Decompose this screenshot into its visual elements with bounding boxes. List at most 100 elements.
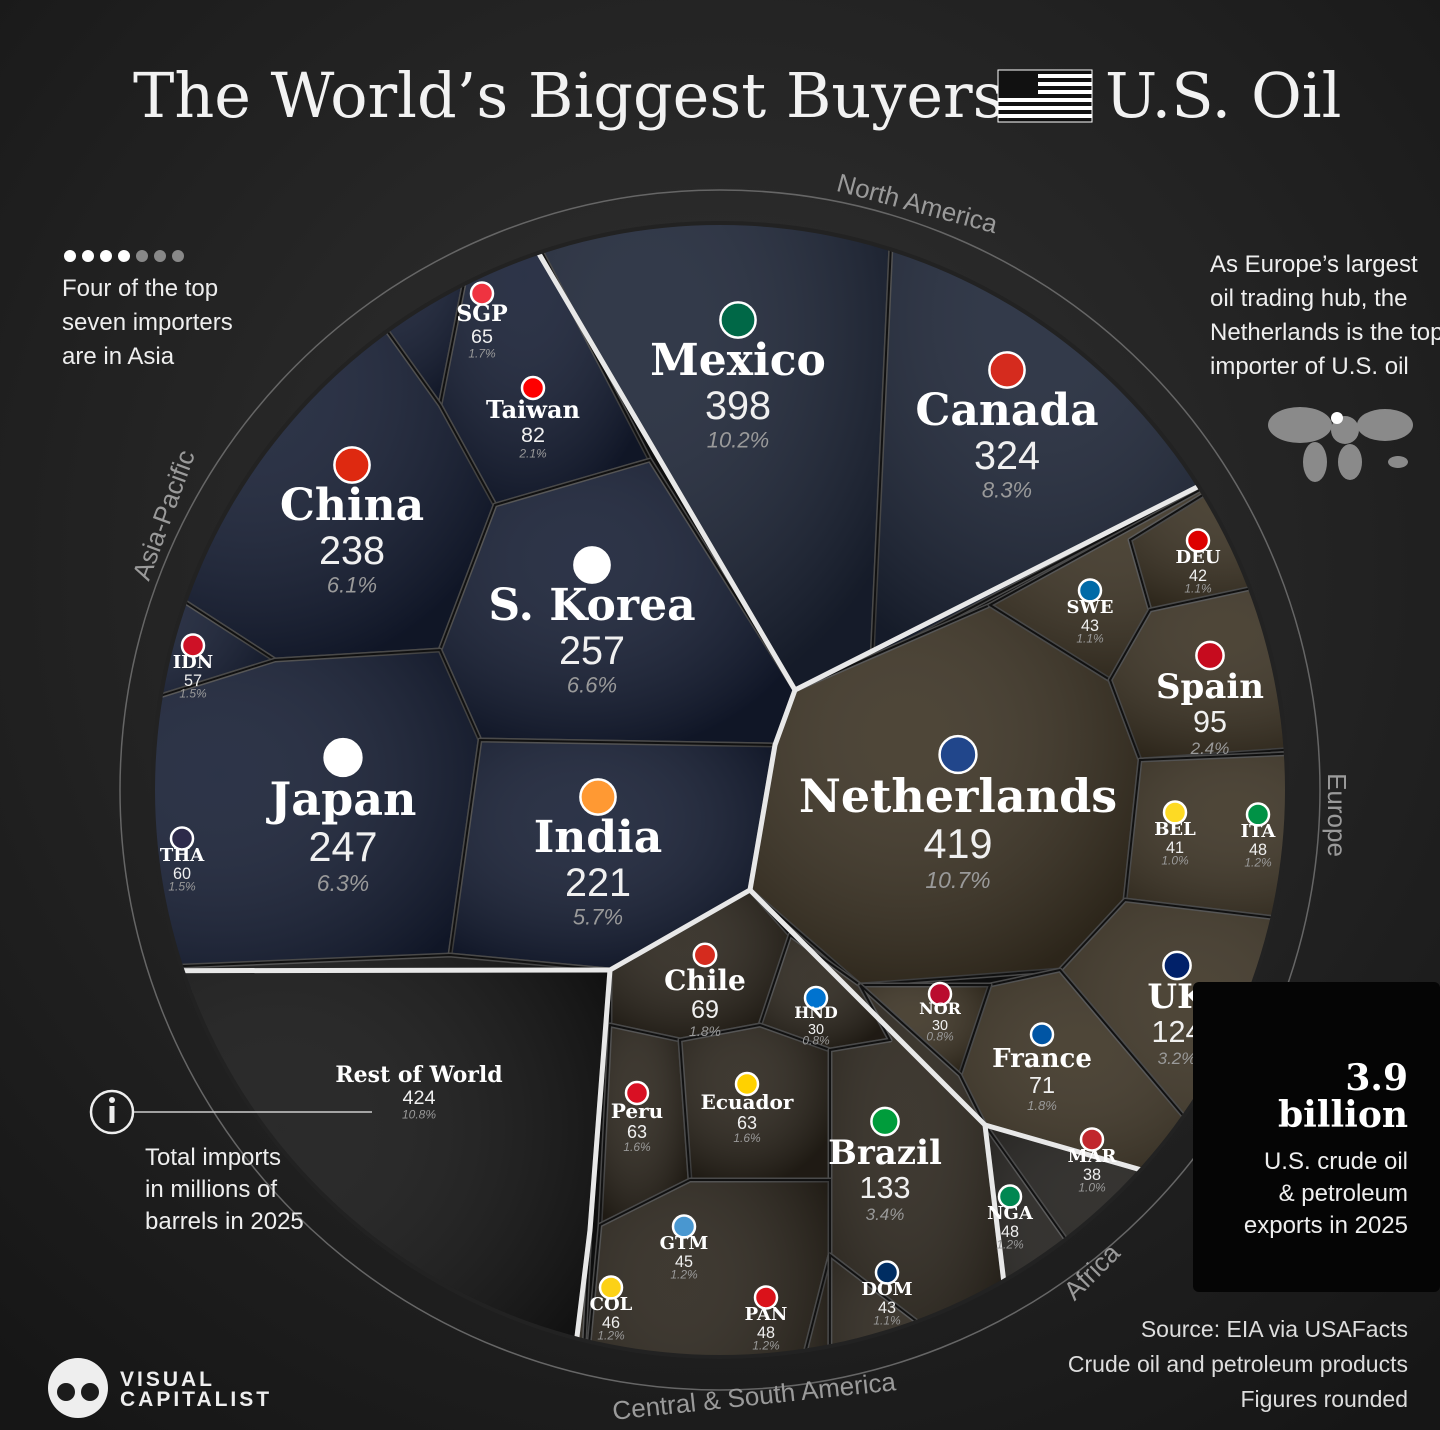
asia-note: are in Asia (62, 343, 175, 370)
country-share: 1.1% (1076, 632, 1104, 646)
flag (1162, 800, 1188, 825)
flag (927, 981, 953, 1007)
source: Source: EIA via USAFacts (1141, 1316, 1408, 1342)
country-share: 1.6% (733, 1131, 761, 1145)
flag (1079, 1127, 1105, 1152)
country-value: 95 (1193, 705, 1227, 739)
legend-note: in millions of (145, 1176, 277, 1203)
country-value: 45 (675, 1253, 693, 1271)
flag (692, 942, 718, 968)
flag (734, 1071, 760, 1097)
country-value: 324 (974, 434, 1040, 478)
country-value: 43 (878, 1299, 896, 1317)
flag (803, 985, 829, 1011)
country-value: 57 (184, 672, 202, 690)
flag (169, 826, 195, 851)
country-value: 48 (1249, 841, 1267, 859)
country-value: 257 (559, 629, 625, 673)
country-value: 133 (859, 1171, 910, 1205)
country-name: HND (794, 1003, 838, 1022)
region-border (587, 967, 613, 1233)
country-share: 0.8% (802, 1033, 830, 1047)
country-share: 1.7% (468, 346, 496, 360)
total-box (1193, 982, 1440, 1292)
country-share: 10.8% (402, 1107, 436, 1121)
country-name: DEU (1175, 547, 1220, 568)
title-suffix: U.S. Oil (1105, 59, 1341, 132)
flag (598, 1275, 624, 1300)
legend-note: Total imports (145, 1144, 281, 1171)
country-share: 10.7% (925, 867, 990, 893)
country-name: SWE (1067, 597, 1114, 618)
country-name: COL (590, 1294, 633, 1315)
source: Crude oil and petroleum products (1068, 1351, 1408, 1377)
legend-note: barrels in 2025 (145, 1208, 304, 1235)
country-name: NOR (919, 999, 962, 1018)
cell-sheen (828, 1252, 1020, 1355)
country-name: ITA (1241, 821, 1277, 842)
region-arc (119, 189, 1321, 1391)
flag (1162, 950, 1192, 981)
flag (624, 1080, 650, 1106)
country-share: 3.4% (866, 1205, 905, 1224)
country-value: 247 (308, 824, 377, 870)
country-name: MAR (1068, 1146, 1118, 1167)
flag (870, 1106, 900, 1137)
logo-text: VISUAL (120, 1368, 215, 1391)
flag (1029, 1022, 1055, 1047)
europe-note: As Europe’s largest (1210, 251, 1418, 278)
country-value: 30 (808, 1022, 824, 1038)
flag (988, 351, 1026, 389)
flag (1195, 640, 1225, 671)
country-value: 42 (1189, 567, 1207, 585)
flag (573, 546, 611, 584)
country-value: 63 (737, 1113, 757, 1133)
country-value: 38 (1083, 1166, 1101, 1184)
country-value: 238 (319, 529, 385, 573)
flag (180, 633, 206, 658)
country-share: 3.2% (1158, 1049, 1197, 1068)
country-name: NGA (987, 1203, 1034, 1224)
flag (520, 375, 546, 401)
region-border (607, 887, 753, 973)
country-share: 10.2% (707, 428, 769, 453)
country-share: 6.3% (317, 870, 369, 896)
region-border (747, 887, 988, 1128)
country-share: 1.2% (597, 1329, 625, 1343)
country-name: THA (160, 845, 205, 866)
europe-note: Netherlands is the top (1210, 319, 1440, 346)
country-value: 48 (757, 1324, 775, 1342)
europe-note: oil trading hub, the (1210, 285, 1407, 312)
country-name: IDN (173, 652, 213, 673)
flag (1077, 578, 1103, 603)
country-share: 1.5% (168, 880, 196, 894)
flag (753, 1285, 779, 1310)
asia-note: seven importers (62, 309, 233, 336)
flag (579, 778, 617, 816)
country-share: 1.2% (670, 1268, 698, 1282)
country-share: 6.1% (327, 573, 377, 598)
country-name: BEL (1154, 819, 1196, 840)
total-caption: exports in 2025 (1244, 1212, 1408, 1239)
country-share: 1.0% (1078, 1181, 1106, 1195)
country-share: 0.8% (926, 1029, 954, 1043)
country-value: 48 (1001, 1223, 1019, 1241)
country-value: 69 (691, 996, 719, 1024)
country-share: 1.5% (179, 687, 207, 701)
country-value: 65 (471, 326, 493, 348)
country-value: 43 (1081, 617, 1099, 635)
flag (874, 1260, 900, 1285)
asia-dots (64, 250, 184, 262)
flag (333, 446, 371, 484)
country-share: 8.3% (982, 478, 1032, 503)
country-share: 2.4% (1190, 739, 1230, 758)
cell-sheen (1123, 747, 1285, 932)
asia-note: Four of the top (62, 275, 218, 302)
source: Figures rounded (1241, 1386, 1409, 1412)
region-label: Europe (1322, 773, 1352, 857)
title: The World’s Biggest Buyers of (133, 59, 1089, 132)
country-value: 63 (627, 1122, 647, 1142)
